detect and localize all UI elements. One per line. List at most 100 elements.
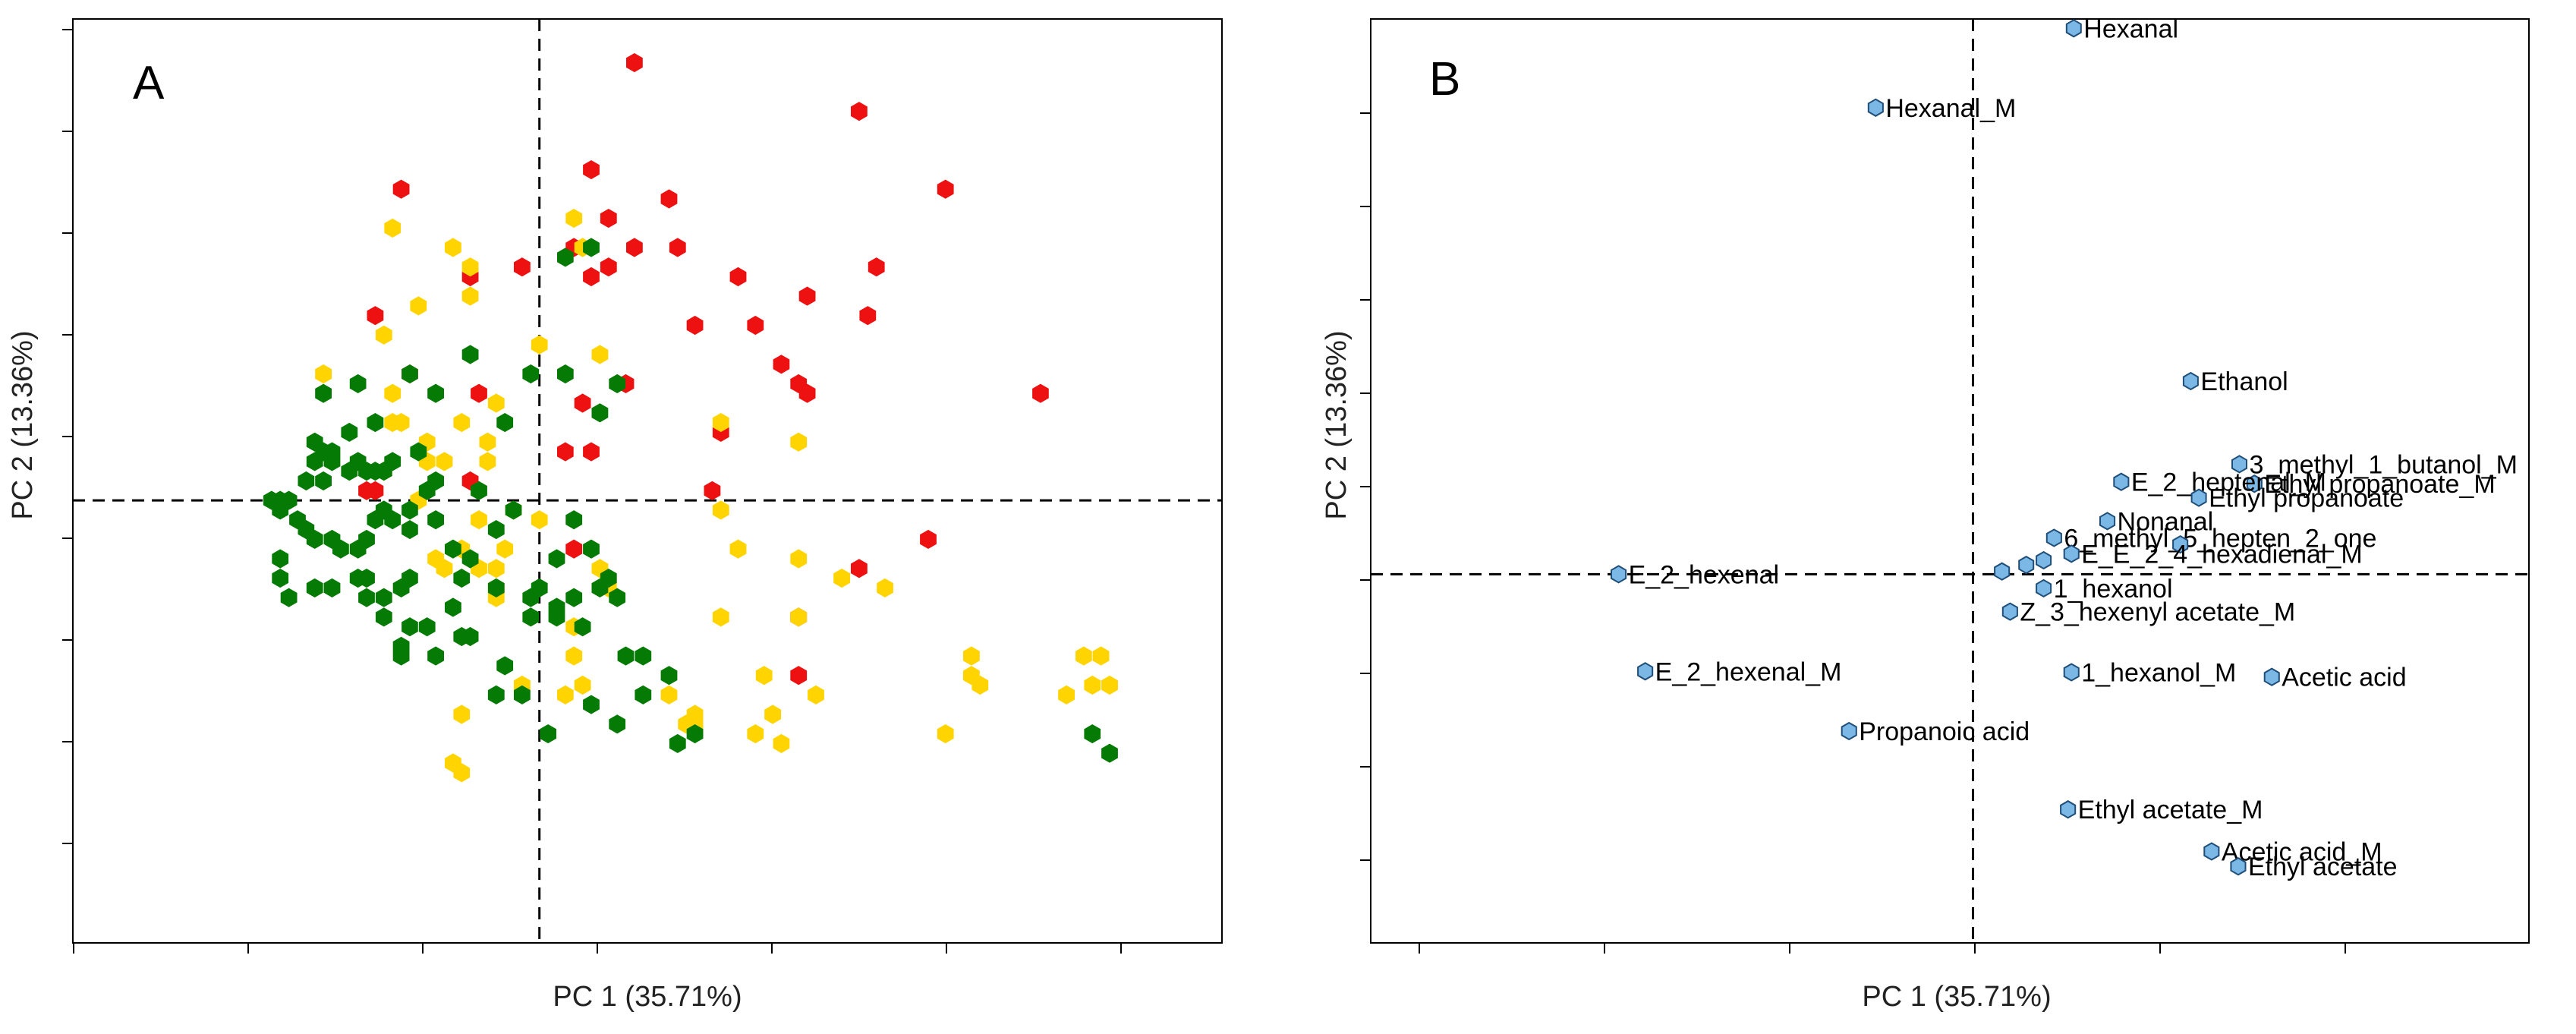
variable-point: [1841, 721, 1857, 741]
point-green: [565, 588, 583, 607]
point-red: [773, 355, 790, 374]
point-green: [669, 733, 686, 753]
point-green: [574, 617, 591, 637]
variable-label: 1_hexanol: [2054, 575, 2173, 604]
point-yellow: [384, 383, 402, 403]
point-green: [367, 413, 384, 433]
point-red: [574, 393, 591, 413]
panel-a-letter: A: [133, 57, 165, 109]
variable-label: Ethanol: [2200, 367, 2288, 396]
point-green: [487, 685, 505, 705]
variable-label: Hexanal_M: [1885, 94, 2016, 123]
variable-point: [1637, 662, 1654, 681]
point-yellow: [445, 238, 461, 257]
variable-label: Nonanal: [2118, 507, 2214, 536]
point-yellow: [773, 733, 790, 753]
point-yellow: [790, 432, 808, 452]
point-green: [272, 569, 289, 588]
point-green: [583, 238, 600, 257]
point-green: [323, 578, 341, 597]
variable-point: [2246, 474, 2263, 493]
point-green: [349, 374, 367, 393]
variable-point: [2036, 578, 2052, 598]
point-green: [635, 646, 652, 666]
point-red: [851, 102, 868, 121]
point-yellow: [453, 763, 471, 783]
panel-b-x-axis-label: PC 1 (35.71%): [1862, 981, 2051, 1013]
point-green: [496, 413, 514, 433]
panel-b-ticks: [1360, 112, 2346, 954]
point-yellow: [790, 549, 808, 569]
variable-point: [2065, 19, 2082, 38]
point-green: [315, 383, 332, 403]
point-green: [660, 666, 678, 686]
point-red: [392, 179, 410, 199]
point-yellow: [479, 452, 496, 471]
point-yellow: [712, 500, 729, 520]
point-green: [583, 539, 600, 559]
variable-point: [2182, 371, 2199, 391]
point-yellow: [764, 705, 781, 724]
point-yellow: [453, 705, 471, 724]
point-yellow: [375, 325, 392, 345]
variable-point: [2001, 602, 2018, 621]
point-green: [453, 569, 471, 588]
point-red: [859, 306, 877, 326]
variable-point: [2099, 512, 2116, 531]
variable-point: [2230, 857, 2247, 876]
point-yellow: [591, 345, 609, 364]
variable-label: Ethyl propanoate: [2209, 484, 2404, 513]
variable-label: Hexanal: [2083, 14, 2178, 43]
variable-point: [2113, 472, 2130, 491]
point-yellow: [436, 559, 453, 578]
point-green: [280, 588, 298, 607]
point-red: [798, 286, 816, 306]
point-red: [669, 238, 686, 257]
point-red: [937, 179, 954, 199]
point-yellow: [565, 209, 583, 229]
point-red: [565, 539, 583, 559]
point-red: [660, 189, 678, 209]
variable-point: [2036, 550, 2052, 570]
point-green: [522, 607, 540, 627]
point-yellow: [712, 413, 729, 433]
variable-point: [2172, 534, 2189, 554]
point-yellow: [410, 296, 427, 316]
point-red: [626, 238, 643, 257]
panel-b-letter: B: [1429, 53, 1460, 106]
point-red: [790, 666, 808, 686]
point-green: [410, 442, 427, 462]
point-red: [747, 315, 764, 336]
point-green: [505, 500, 522, 520]
point-red: [704, 481, 721, 500]
point-yellow: [384, 413, 402, 433]
point-green: [583, 695, 600, 714]
point-green: [635, 685, 652, 705]
point-yellow: [660, 685, 678, 705]
panel-a-x-axis-label: PC 1 (35.71%): [553, 981, 742, 1013]
point-green: [358, 529, 375, 549]
point-green: [557, 247, 574, 267]
variable-point: [1994, 562, 2011, 581]
point-red: [367, 306, 384, 326]
point-green: [427, 646, 444, 666]
point-red: [868, 257, 885, 277]
point-yellow: [453, 413, 471, 433]
point-green: [461, 345, 479, 364]
point-green: [402, 500, 418, 520]
point-yellow: [972, 675, 989, 695]
point-red: [851, 559, 868, 578]
point-green: [341, 422, 358, 442]
point-yellow: [471, 510, 487, 530]
variable-point: [2190, 488, 2207, 507]
point-red: [557, 442, 574, 462]
point-green: [557, 364, 574, 384]
point-yellow: [461, 286, 479, 306]
point-yellow: [833, 569, 850, 588]
variable-point: [2060, 800, 2077, 819]
point-green: [609, 714, 626, 734]
point-green: [609, 588, 626, 607]
point-green: [540, 724, 556, 744]
point-green: [591, 403, 609, 423]
point-yellow: [461, 257, 479, 277]
